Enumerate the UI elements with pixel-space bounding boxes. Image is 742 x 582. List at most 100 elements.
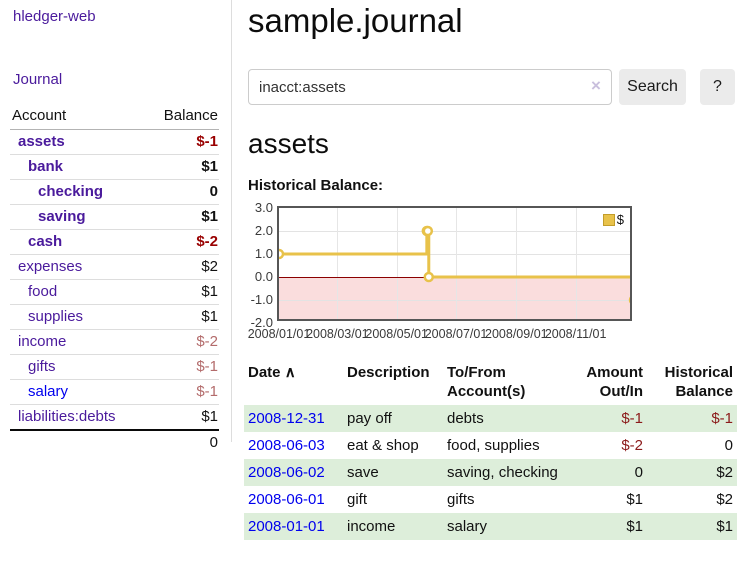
account-balance: 0 <box>145 179 219 205</box>
accounts-total-row: 0 <box>10 429 219 455</box>
legend-label: $ <box>616 212 624 227</box>
transaction-amount: $-2 <box>621 437 643 454</box>
account-link-liabilities-debts[interactable]: liabilities:debts <box>18 408 116 425</box>
hgrid <box>279 231 630 232</box>
account-link-gifts[interactable]: gifts <box>28 358 56 375</box>
account-balance: $1 <box>145 304 219 330</box>
account-row-cash: cash $-2 <box>10 229 219 255</box>
transaction-description: eat & shop <box>347 437 419 454</box>
y-tick-label: -1.0 <box>250 292 273 307</box>
account-row-supplies: supplies $1 <box>10 304 219 330</box>
register-row: 2008-06-02 save saving, checking 0 $2 <box>244 459 737 486</box>
data-point-marker <box>423 271 435 283</box>
x-tick-label: 2008/05/01 <box>365 327 428 341</box>
help-button[interactable]: ? <box>700 69 735 105</box>
transaction-balance: $2 <box>716 491 733 508</box>
transaction-accounts: gifts <box>447 491 475 508</box>
transaction-date-link[interactable]: 2008-06-02 <box>248 464 325 481</box>
register-header-description: Description <box>347 364 430 381</box>
account-link-food[interactable]: food <box>28 283 58 300</box>
transaction-balance: $2 <box>716 464 733 481</box>
accounts-table: Account Balance assets $-1 bank $1 check… <box>10 103 219 455</box>
search-input[interactable] <box>248 69 612 105</box>
register-header-amount: Amount Out/In <box>586 364 643 400</box>
transaction-date-link[interactable]: 2008-12-31 <box>248 410 325 427</box>
register-row: 2008-06-01 gift gifts $1 $2 <box>244 486 737 513</box>
account-balance: $-1 <box>145 379 219 405</box>
vgrid <box>396 208 398 319</box>
account-balance: $-2 <box>145 229 219 255</box>
transaction-description: gift <box>347 491 368 508</box>
sidebar-item-journal[interactable]: Journal <box>13 71 63 88</box>
search-button[interactable]: Search <box>619 69 686 105</box>
x-tick-label: 2008/01/01 <box>247 327 311 341</box>
register-table: Date ∧ Description To/From Account(s) Am… <box>244 361 737 540</box>
transaction-accounts: salary <box>447 518 488 535</box>
vgrid <box>337 208 339 319</box>
transaction-description: income <box>347 518 396 535</box>
chart-series <box>279 225 630 304</box>
transaction-date-link[interactable]: 2008-06-01 <box>248 491 325 508</box>
legend-swatch-icon <box>602 213 615 226</box>
account-row-income: income $-2 <box>10 329 219 355</box>
account-row-saving: saving $1 <box>10 204 219 230</box>
transaction-balance: $-1 <box>711 410 733 427</box>
accounts-total-value: 0 <box>145 429 219 455</box>
account-link-income[interactable]: income <box>18 333 67 350</box>
app-brand-link[interactable]: hledger-web <box>13 8 96 25</box>
vgrid <box>575 208 577 319</box>
account-link-supplies[interactable]: supplies <box>28 308 84 325</box>
account-balance: $2 <box>145 254 219 280</box>
account-balance: $1 <box>145 279 219 305</box>
account-balance: $-1 <box>196 133 218 150</box>
account-row-checking: checking 0 <box>10 179 219 205</box>
accounts-header-account: Account <box>10 103 146 130</box>
transaction-accounts: saving, checking <box>447 464 558 481</box>
transaction-amount: $1 <box>626 518 643 535</box>
sidebar-divider <box>231 0 232 442</box>
account-link-assets[interactable]: assets <box>18 133 65 150</box>
transaction-description: save <box>347 464 379 481</box>
transaction-amount: 0 <box>634 464 643 481</box>
account-link-checking[interactable]: checking <box>38 183 104 200</box>
transaction-accounts: food, supplies <box>447 437 540 454</box>
transaction-amount: $1 <box>626 491 643 508</box>
account-row-bank: bank $1 <box>10 154 219 180</box>
data-point-marker <box>279 248 285 260</box>
account-balance: $1 <box>145 404 219 430</box>
account-row-food: food $1 <box>10 279 219 305</box>
chart-legend: $ <box>600 211 626 228</box>
transaction-amount: $-1 <box>621 410 643 427</box>
historical-balance-chart: $ <box>277 206 632 321</box>
account-link-salary[interactable]: salary <box>28 383 69 400</box>
account-heading: assets <box>248 128 329 159</box>
hgrid <box>279 254 630 255</box>
transaction-balance: 0 <box>724 437 733 454</box>
account-link-saving[interactable]: saving <box>38 208 86 225</box>
account-link-cash[interactable]: cash <box>28 233 63 250</box>
account-row-liabilities-debts: liabilities:debts $1 <box>10 404 219 430</box>
vgrid <box>456 208 457 319</box>
account-link-expenses[interactable]: expenses <box>18 258 83 275</box>
account-row-assets: assets $-1 <box>10 130 219 155</box>
hgrid <box>279 300 630 301</box>
y-tick-label: 1.0 <box>254 246 273 261</box>
transaction-date-link[interactable]: 2008-01-01 <box>248 518 325 535</box>
y-tick-label: 0.0 <box>254 269 273 284</box>
register-row: 2008-01-01 income salary $1 $1 <box>244 513 737 540</box>
sort-ascending-icon: ∧ <box>284 364 296 381</box>
transaction-balance: $1 <box>716 518 733 535</box>
transaction-date-link[interactable]: 2008-06-03 <box>248 437 325 454</box>
transaction-description: pay off <box>347 410 392 427</box>
x-tick-label: 2008/07/01 <box>424 327 488 341</box>
y-tick-label: 2.0 <box>254 223 273 238</box>
account-balance: $-2 <box>145 329 219 355</box>
account-row-expenses: expenses $2 <box>10 254 219 280</box>
account-link-bank[interactable]: bank <box>28 158 64 175</box>
clear-search-icon[interactable]: × <box>591 76 601 95</box>
chart-title: Historical Balance: <box>248 177 384 194</box>
data-point-marker <box>422 225 434 237</box>
x-tick-label: 2008/03/01 <box>306 327 369 341</box>
x-tick-label: 2008/09/01 <box>485 327 548 341</box>
register-header-date[interactable]: Date ∧ <box>248 364 296 381</box>
